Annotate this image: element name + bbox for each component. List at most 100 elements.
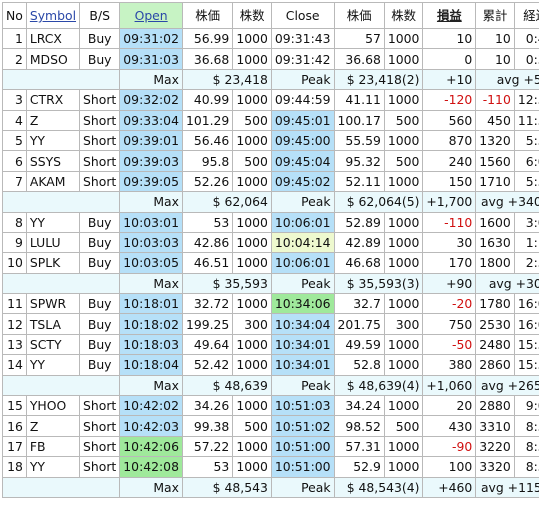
header-open[interactable]: Open xyxy=(119,2,183,29)
side-cell: Short xyxy=(79,109,121,131)
table-row: 18 YY Short 10:42:08 53 1000 10:51:00 52.9 1000 1… xyxy=(2,456,539,478)
group-average: avg +30.0 xyxy=(475,272,539,295)
close-time-cell: 10:51:00 xyxy=(270,435,335,458)
max-label: Max xyxy=(119,272,183,295)
open-time-cell: 09:33:04 xyxy=(119,109,183,131)
close-price-cell: 41.11 xyxy=(333,89,385,111)
elapsed-cell: 2:56 xyxy=(513,252,539,274)
header-cumulative: 累計 xyxy=(475,2,515,29)
open-time-cell: 09:31:03 xyxy=(119,48,183,70)
open-time-cell: 10:18:01 xyxy=(119,293,183,315)
header-symbol[interactable]: Symbol xyxy=(25,2,81,29)
pl-cell: 20 xyxy=(422,395,477,417)
table-row: 6 SSYS Short 09:39:03 95.8 500 09:45:04 95.32 50… xyxy=(2,150,539,172)
summary-row: Max $ 48,639 Peak $ 48,639(4) +1,060 avg +265… xyxy=(1,374,539,397)
open-qty-cell: 1000 xyxy=(232,354,272,376)
open-qty-cell: 1000 xyxy=(232,211,272,233)
cumulative-cell: 3320 xyxy=(475,456,515,478)
cumulative-cell: -110 xyxy=(475,89,515,111)
pl-cell: 170 xyxy=(422,252,477,274)
row-number: 5 xyxy=(2,129,27,152)
close-price-cell: 98.52 xyxy=(333,415,385,437)
table-row: 8 YY Buy 10:03:01 53 1000 10:06:01 52.89 1000 -11… xyxy=(2,211,539,233)
header-pl[interactable]: 損益 xyxy=(422,2,477,29)
pl-cell: 0 xyxy=(422,48,477,70)
symbol-cell: FB xyxy=(25,435,81,458)
close-qty-cell: 1000 xyxy=(383,211,424,233)
cumulative-cell: 2480 xyxy=(475,333,515,356)
row-number: 13 xyxy=(2,333,27,356)
elapsed-cell: 16:02 xyxy=(513,313,539,335)
pl-cell: 430 xyxy=(422,415,477,437)
open-qty-cell: 1000 xyxy=(232,252,272,274)
close-price-cell: 46.68 xyxy=(333,252,385,274)
open-time-cell: 09:31:02 xyxy=(119,27,183,50)
table-row: 12 TSLA Buy 10:18:02 199.25 300 10:34:04 201.75… xyxy=(2,313,539,335)
table-row: 14 YY Buy 10:18:04 52.42 1000 10:34:01 52.8 1000… xyxy=(2,354,539,376)
header-no: No xyxy=(2,2,27,29)
side-cell: Buy xyxy=(79,211,121,233)
elapsed-cell: 8:54 xyxy=(513,435,539,458)
elapsed-cell: 0:39 xyxy=(513,48,539,70)
symbol-cell: AKAM xyxy=(25,170,81,193)
pl-cell: 30 xyxy=(422,231,477,254)
pl-cell: 380 xyxy=(422,354,477,376)
symbol-cell: Z xyxy=(25,109,81,131)
summary-spacer xyxy=(1,272,121,295)
close-time-cell: 10:51:02 xyxy=(270,415,335,437)
close-qty-cell: 1000 xyxy=(383,395,424,417)
peak-label: Peak xyxy=(270,191,335,213)
side-cell: Short xyxy=(79,415,121,437)
close-time-cell: 09:45:00 xyxy=(270,129,335,152)
close-qty-cell: 1000 xyxy=(383,354,424,376)
close-price-cell: 32.7 xyxy=(333,293,385,315)
group-average: avg +115.0 xyxy=(475,476,539,498)
open-time-cell: 10:03:01 xyxy=(119,211,183,233)
summary-spacer xyxy=(1,191,121,213)
table-row: 3 CTRX Short 09:32:02 40.99 1000 09:44:59 41.11… xyxy=(2,89,539,111)
close-qty-cell: 1000 xyxy=(383,129,424,152)
summary-spacer xyxy=(1,476,121,498)
open-qty-cell: 1000 xyxy=(232,89,272,111)
close-time-cell: 10:06:01 xyxy=(270,252,335,274)
max-label: Max xyxy=(119,374,183,397)
close-time-cell: 10:34:04 xyxy=(270,313,335,335)
max-value: $ 62,064 xyxy=(181,191,272,213)
elapsed-cell: 15:58 xyxy=(513,333,539,356)
trade-log-table: No Symbol B/S Open 株価 株数 Close 株価 株数 損益 … xyxy=(1,2,539,498)
symbol-cell: YY xyxy=(25,354,81,376)
side-cell: Short xyxy=(79,435,121,458)
pl-cell: 560 xyxy=(422,109,477,131)
header-close-qty: 株数 xyxy=(383,2,424,29)
open-time-cell: 10:03:03 xyxy=(119,231,183,254)
close-price-cell: 49.59 xyxy=(333,333,385,356)
table-row: 10 SPLK Buy 10:03:05 46.51 1000 10:06:01 46.68 1… xyxy=(2,252,539,274)
open-time-cell: 10:42:02 xyxy=(119,395,183,417)
close-price-cell: 95.32 xyxy=(333,150,385,172)
max-value: $ 48,639 xyxy=(181,374,272,397)
close-qty-cell: 1000 xyxy=(383,435,424,458)
pl-cell: 750 xyxy=(422,313,477,335)
header-open-price: 株価 xyxy=(181,2,234,29)
row-number: 7 xyxy=(2,170,27,193)
row-number: 17 xyxy=(2,435,27,458)
symbol-cell: SCTY xyxy=(25,333,81,356)
close-time-cell: 10:34:01 xyxy=(270,354,335,376)
cumulative-cell: 1630 xyxy=(475,231,515,254)
cumulative-cell: 450 xyxy=(475,109,515,131)
close-time-cell: 09:44:59 xyxy=(270,89,335,111)
max-value: $ 48,543 xyxy=(181,476,272,498)
peak-value: $ 35,593(3) xyxy=(333,272,424,295)
row-number: 4 xyxy=(2,109,27,131)
group-pl: +460 xyxy=(422,476,477,498)
open-price-cell: 95.8 xyxy=(181,150,234,172)
close-price-cell: 55.59 xyxy=(333,129,385,152)
side-cell: Short xyxy=(79,456,121,478)
close-qty-cell: 500 xyxy=(383,415,424,437)
open-price-cell: 32.72 xyxy=(181,293,234,315)
open-qty-cell: 1000 xyxy=(232,170,272,193)
table-row: 7 AKAM Short 09:39:05 52.26 1000 09:45:02 52.11… xyxy=(2,170,539,193)
